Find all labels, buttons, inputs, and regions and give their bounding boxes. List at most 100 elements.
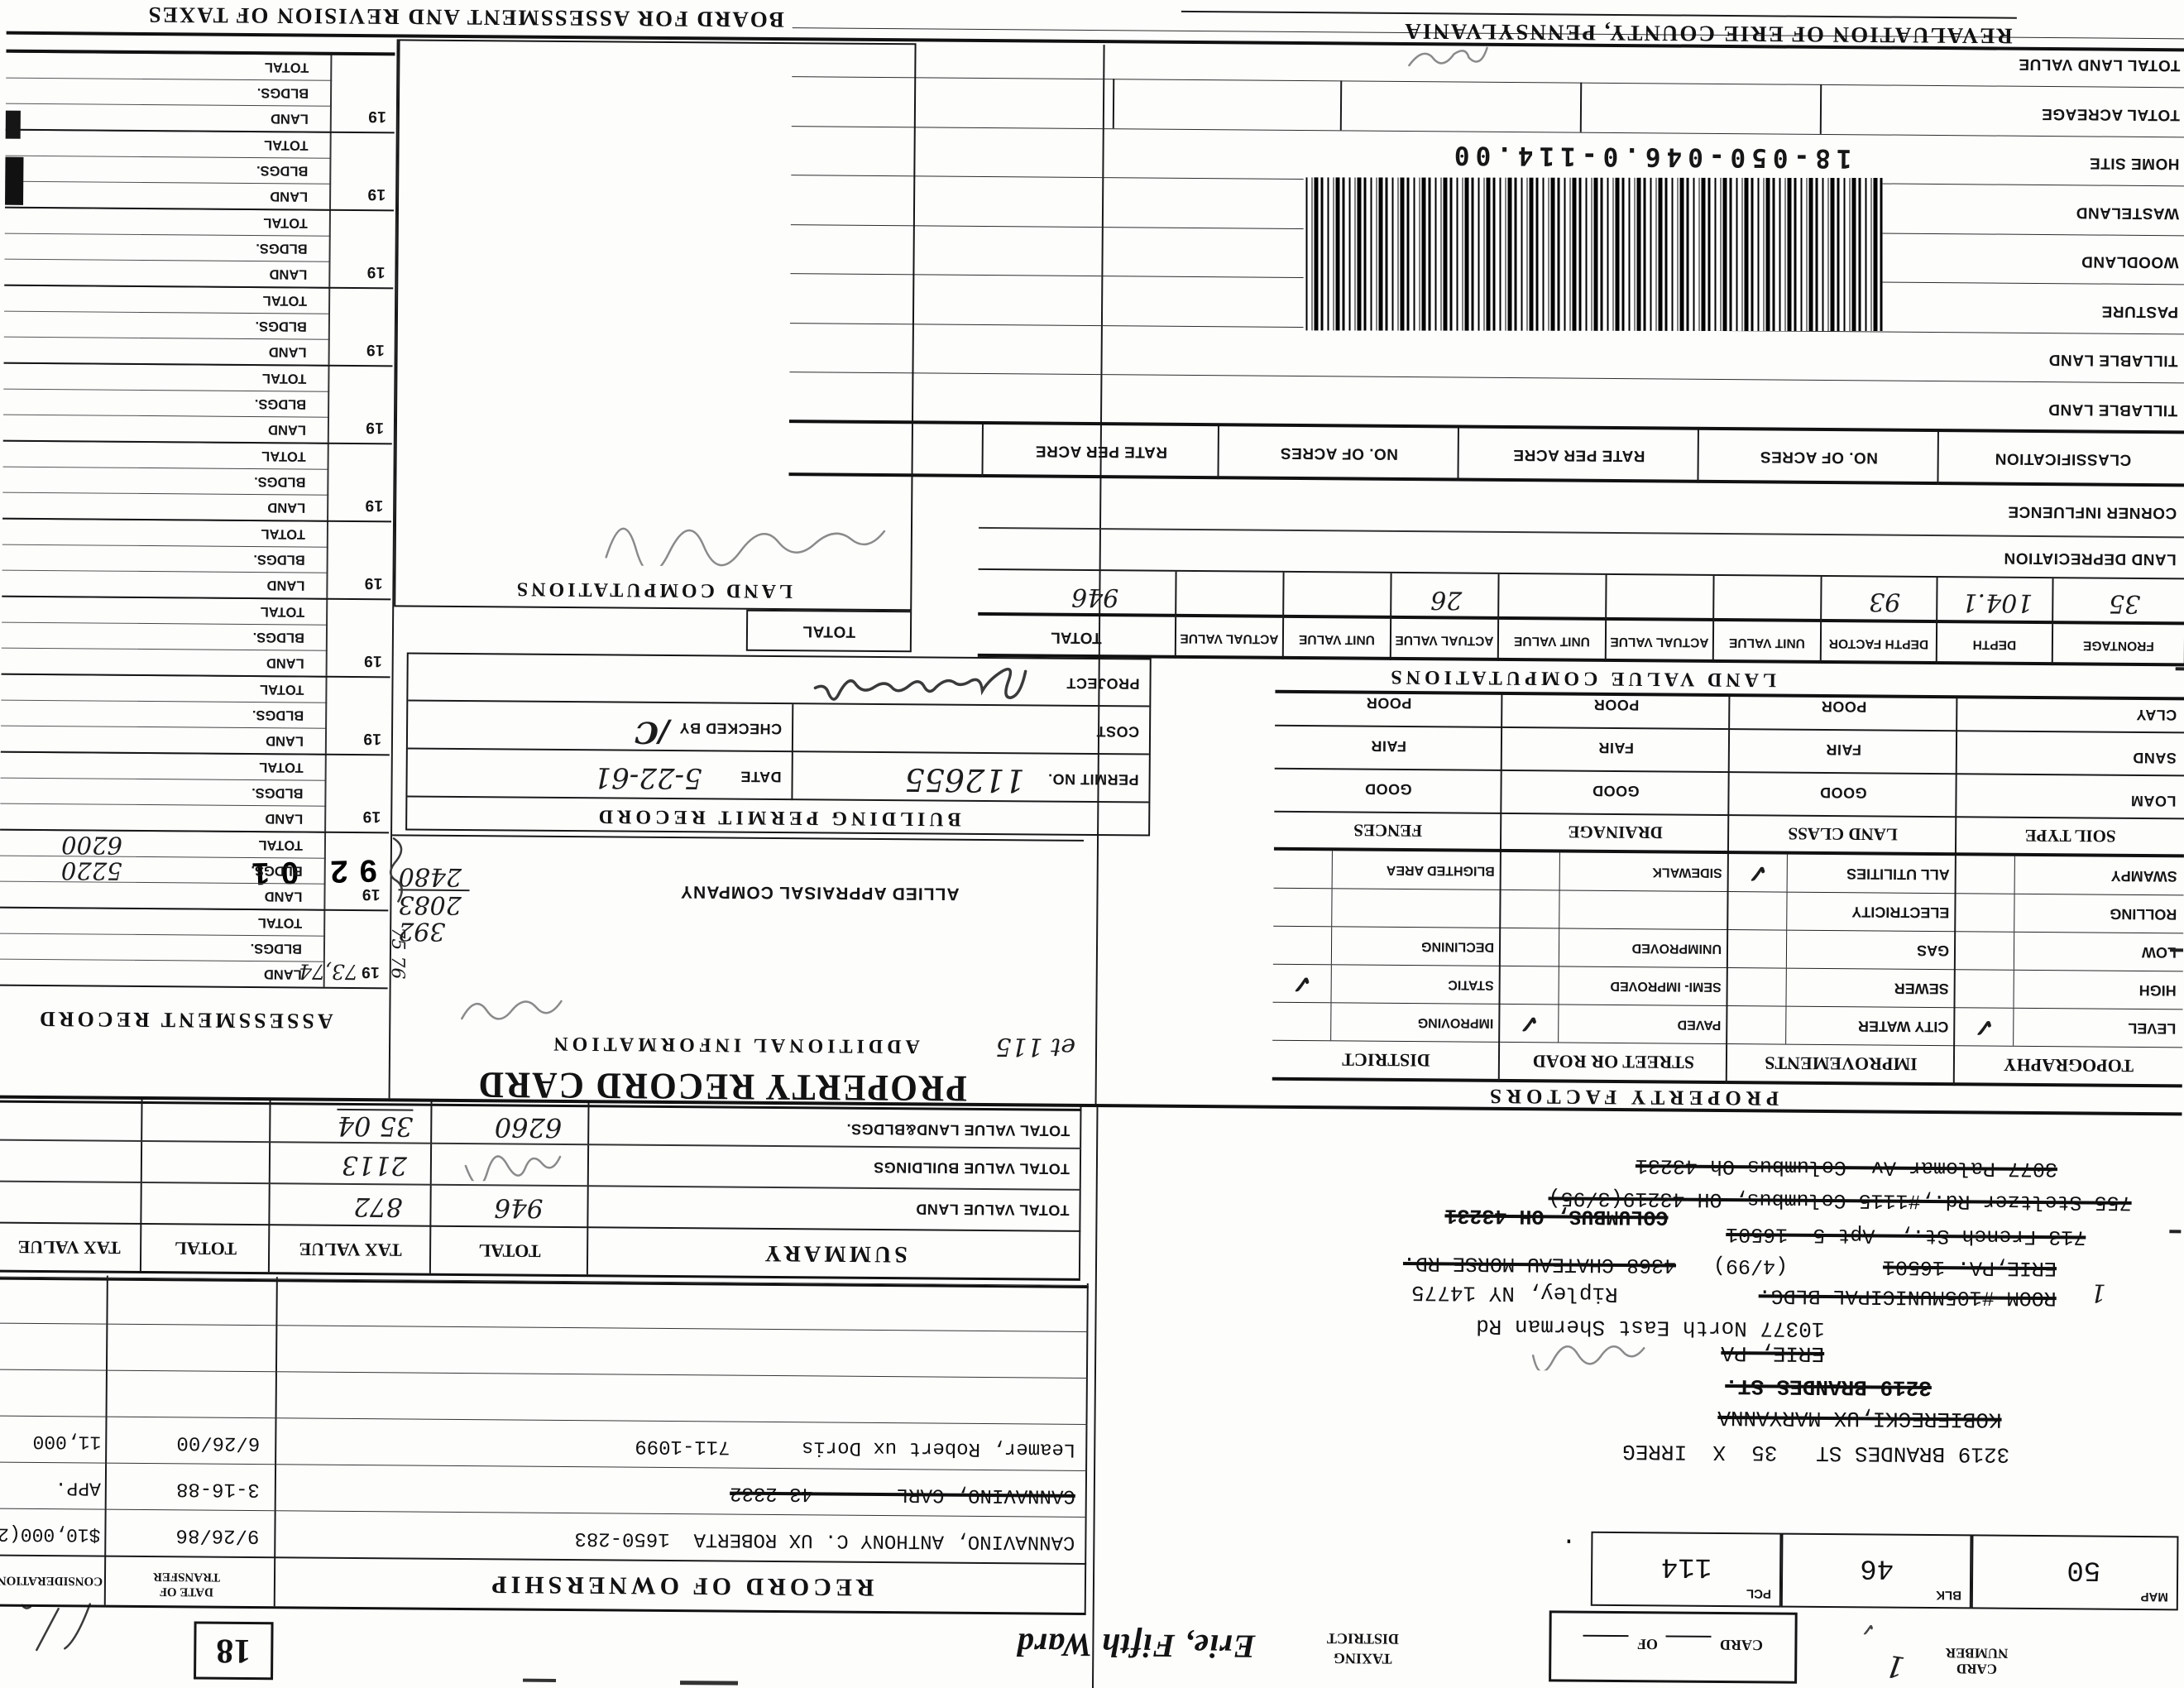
improvements-column: CITY WATER SEWER GAS ELECTRICITY ALL UTILITI… bbox=[1727, 854, 1956, 1047]
assessment-block: 19 LAND BLDGS. TOTAL bbox=[0, 751, 390, 834]
factor-check-cell: ✓ bbox=[1500, 1004, 1559, 1043]
factor-label: LEVEL bbox=[2128, 1019, 2177, 1038]
permit-date-value: 5-22-61 bbox=[593, 760, 702, 795]
assessment-land-label: LAND bbox=[270, 189, 309, 205]
transfer-date: 6/26/00 bbox=[176, 1431, 261, 1455]
factor-check-cell: ✓ bbox=[1955, 1008, 2014, 1046]
assessment-land-label: LAND bbox=[269, 266, 308, 283]
building-permit-title: BUILDING PERMIT RECORD bbox=[594, 805, 961, 830]
assessment-year-prefix: 19 bbox=[364, 496, 384, 515]
assessment-land-row: LAND bbox=[141, 181, 332, 209]
factor-row: STATIC ✓ bbox=[1272, 964, 1501, 1005]
project-label: PROJECT bbox=[1066, 674, 1140, 693]
summary-bldgs-tax-handwritten: 2113 bbox=[341, 1149, 408, 1181]
land-class-header: LAND CLASS bbox=[1788, 824, 1898, 846]
assessment-bldgs-value-cell bbox=[5, 77, 142, 104]
fences-fair: FAIR bbox=[1370, 738, 1407, 755]
struck-french-address: 713 French St., Apt 5 16501 bbox=[1726, 1222, 2086, 1249]
no-of-acres-header-1: NO. OF ACRES bbox=[1760, 448, 1879, 467]
struck-erie-address: ERIE,PA. 16501 bbox=[1882, 1254, 2057, 1281]
district-column: IMPROVING STATIC ✓ DECLINING BLIGHTED AREA bbox=[1272, 850, 1502, 1043]
factor-label bbox=[1559, 909, 1728, 911]
assessment-bldgs-label: BLDGS. bbox=[253, 552, 305, 568]
record-of-ownership-table: RECORD OF OWNERSHIP DATE OF TRANSFER CON… bbox=[0, 1275, 1089, 1615]
owner-name: Leamer, Robert ux Doris 711-1099 bbox=[635, 1434, 1076, 1460]
scan-edge-dash bbox=[2169, 1230, 2182, 1234]
building-permit-record-box: BUILDING PERMIT RECORD PERMIT NO. 112655… bbox=[405, 652, 1152, 837]
permit-no-value: 112655 bbox=[904, 761, 1025, 799]
assessment-bldgs-label: BLDGS. bbox=[254, 396, 307, 413]
factor-check-cell bbox=[1956, 856, 2015, 894]
classification-row-label: TILLABLE LAND bbox=[2048, 400, 2178, 420]
lvc-table: FRONTAGE DEPTH DEPTH FACTOR UNIT VALUE A… bbox=[977, 570, 2184, 667]
assessment-total-row: TOTAL bbox=[135, 908, 326, 936]
fences-good: GOOD bbox=[1364, 781, 1412, 798]
pcl-label: PCL bbox=[1746, 1586, 1771, 1601]
land-computations-box: LAND COMPUTATIONS bbox=[394, 39, 917, 611]
mailing-address-city: Ripley, NY 14775 bbox=[1410, 1280, 1618, 1307]
assessment-block: 19 LAND BLDGS. TOTAL bbox=[3, 285, 394, 367]
assessment-land-label: LAND bbox=[268, 344, 307, 361]
assessment-bldgs-label: BLDGS. bbox=[253, 474, 306, 491]
factor-label: DECLINING bbox=[1420, 939, 1495, 954]
assessment-bldgs-label: BLDGS. bbox=[251, 707, 304, 724]
factor-row: DECLINING bbox=[1272, 926, 1502, 966]
assessment-total-label: TOTAL bbox=[258, 837, 304, 854]
lvc-actualvalue-header-1: ACTUAL VALUE bbox=[1606, 620, 1715, 663]
factor-row: ROLLING bbox=[1956, 894, 2184, 934]
assessment-total-row: TOTAL bbox=[141, 130, 332, 158]
ownership-rows: CANNAVINO, ANTHONY C. UX ROBERTA 1650-28… bbox=[0, 1276, 1089, 1563]
assessment-bldgs-row: BLDGS. bbox=[139, 311, 331, 339]
lvc-title: LAND VALUE COMPUTATIONS bbox=[1387, 665, 1776, 691]
assessment-bldgs-label: BLDGS. bbox=[251, 863, 303, 880]
assessment-year-prefix: 19 bbox=[362, 808, 381, 826]
scan-edge-dash bbox=[2170, 948, 2184, 952]
assessment-land-label: LAND bbox=[266, 655, 304, 672]
assessment-bldgs-value-cell bbox=[3, 310, 141, 338]
faint-handwriting-scribble bbox=[1531, 1345, 1645, 1372]
district-header: DISTRICT bbox=[1342, 1049, 1430, 1072]
factor-label: HIGH bbox=[2138, 981, 2177, 1000]
owner-name: CANNAVINO, CARL 43-2332 bbox=[730, 1481, 1075, 1507]
card-of-of-label: OF bbox=[1636, 1636, 1659, 1653]
struck-steltzer-address: 755 Steltzer Rd.,#1115 Columbus, OH 4321… bbox=[1548, 1186, 2132, 1215]
assessment-margin-scribble bbox=[389, 837, 403, 903]
project-signature-handwriting bbox=[813, 668, 1027, 701]
assessment-year-prefix: 19 bbox=[366, 263, 386, 281]
assessment-total-value-cell bbox=[0, 907, 136, 934]
assessment-total-row: TOTAL bbox=[140, 285, 331, 314]
lvc-unitvalue-header-3: UNIT VALUE bbox=[1283, 617, 1392, 660]
lvc-total-header: TOTAL bbox=[977, 615, 1177, 659]
figure-land: 392 bbox=[398, 916, 446, 946]
ownership-row bbox=[0, 1369, 1088, 1424]
lvc-unitvalue-header-2: UNIT VALUE bbox=[1498, 619, 1607, 662]
checked-by-value: /C bbox=[635, 714, 670, 750]
assessment-bldgs-value-cell bbox=[5, 155, 141, 182]
assessment-record-title: ASSESSMENT RECORD bbox=[36, 1006, 333, 1033]
property-factors-grid: TOPOGRAPHY IMPROVEMENTS STREET OR ROAD D… bbox=[1272, 689, 2184, 1088]
additional-information-title: ADDITIONAL INFORMATION bbox=[549, 1032, 920, 1057]
assessment-bldgs-row: BLDGS. bbox=[138, 467, 329, 495]
scan-top-dash bbox=[680, 1681, 739, 1686]
lvc-frontage-value: 35 bbox=[2108, 588, 2141, 618]
lvc-standalone-total-label: TOTAL bbox=[802, 622, 856, 640]
lvc-depthfactor-header: DEPTH FACTOR bbox=[1821, 621, 1938, 665]
assessment-total-label: TOTAL bbox=[263, 215, 308, 232]
assessment-total-row: TOTAL bbox=[137, 519, 329, 547]
factor-row: SEMI- IMPROVED bbox=[1500, 966, 1728, 1007]
assessment-bldgs-value-cell bbox=[0, 777, 136, 804]
assessment-land-row: LAND bbox=[140, 259, 331, 287]
factor-label: ELECTRICITY bbox=[1851, 904, 1950, 922]
improvements-header: IMPROVEMENTS bbox=[1765, 1053, 1918, 1075]
classification-row-label: WASTELAND bbox=[2076, 204, 2180, 223]
classification-header: CLASSIFICATION bbox=[1995, 449, 2132, 468]
lvc-frontage-header: FRONTAGE bbox=[2052, 624, 2184, 667]
assessment-land-label: LAND bbox=[266, 578, 305, 594]
assessment-bldgs-row: BLDGS. bbox=[139, 389, 330, 417]
struck-room-address: ROOM #105MUNICIPAL BLDG. bbox=[1758, 1283, 2057, 1311]
assessment-year-prefix: 19 bbox=[364, 574, 383, 592]
assessment-total-value-cell bbox=[2, 440, 139, 468]
street-or-road-header: STREET OR ROAD bbox=[1532, 1051, 1695, 1073]
summary-taxvalue2-header: TAX VALUE bbox=[17, 1236, 121, 1259]
